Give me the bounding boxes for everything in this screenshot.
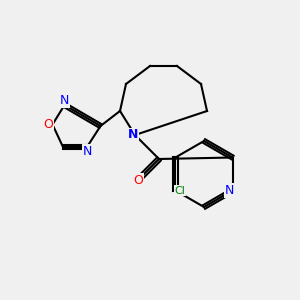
Text: O: O xyxy=(43,118,53,131)
Text: N: N xyxy=(225,184,234,197)
Text: N: N xyxy=(128,128,139,142)
Text: N: N xyxy=(60,94,69,107)
Text: N: N xyxy=(82,145,92,158)
Text: Cl: Cl xyxy=(175,185,185,196)
Text: O: O xyxy=(133,173,143,187)
